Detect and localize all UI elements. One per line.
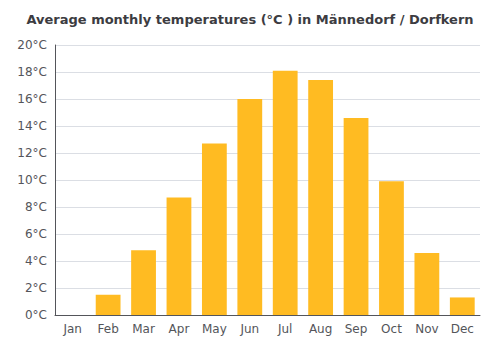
svg-text:Jun: Jun — [239, 322, 259, 336]
svg-text:18°C: 18°C — [17, 65, 47, 79]
svg-text:12°C: 12°C — [17, 146, 47, 160]
svg-text:10°C: 10°C — [17, 173, 47, 187]
svg-text:Oct: Oct — [381, 322, 402, 336]
svg-text:Average monthly temperatures (: Average monthly temperatures (°C ) in Mä… — [26, 12, 473, 27]
svg-text:Jan: Jan — [62, 322, 82, 336]
svg-text:Aug: Aug — [309, 322, 332, 336]
svg-text:8°C: 8°C — [25, 200, 47, 214]
svg-text:Mar: Mar — [132, 322, 155, 336]
svg-text:Dec: Dec — [451, 322, 474, 336]
svg-text:14°C: 14°C — [17, 119, 47, 133]
svg-text:Nov: Nov — [415, 322, 438, 336]
svg-text:4°C: 4°C — [25, 254, 47, 268]
svg-text:2°C: 2°C — [25, 281, 47, 295]
svg-text:May: May — [202, 322, 227, 336]
svg-text:Jul: Jul — [277, 322, 292, 336]
svg-text:20°C: 20°C — [17, 38, 47, 52]
svg-text:Sep: Sep — [345, 322, 368, 336]
svg-text:0°C: 0°C — [25, 308, 47, 322]
svg-text:Feb: Feb — [98, 322, 119, 336]
svg-text:Apr: Apr — [169, 322, 190, 336]
svg-text:16°C: 16°C — [17, 92, 47, 106]
svg-text:6°C: 6°C — [25, 227, 47, 241]
